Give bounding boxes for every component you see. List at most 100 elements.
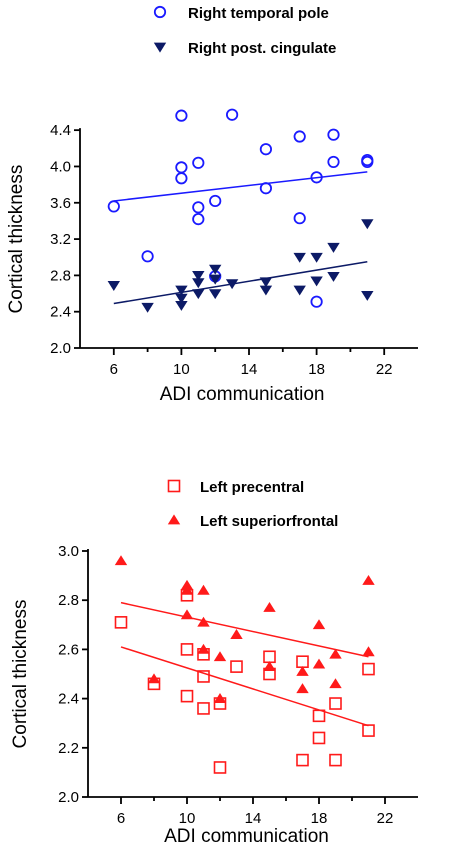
data-point bbox=[327, 155, 340, 169]
y-axis-label: Cortical thickness bbox=[6, 165, 27, 314]
data-point bbox=[114, 555, 128, 566]
legend-marker bbox=[153, 42, 167, 53]
data-point bbox=[327, 271, 340, 282]
data-point bbox=[329, 678, 342, 689]
data-point bbox=[175, 293, 188, 304]
legend-label: Right post. cingulate bbox=[188, 40, 336, 57]
data-point bbox=[209, 289, 222, 300]
series-right-temporal-pole bbox=[107, 108, 374, 308]
data-point bbox=[175, 109, 188, 122]
x-tick-label: 10 bbox=[179, 810, 196, 827]
data-point bbox=[147, 673, 161, 684]
x-tick-label: 14 bbox=[245, 810, 262, 827]
y-tick-label: 2.4 bbox=[50, 304, 71, 321]
data-point bbox=[197, 643, 210, 654]
bottom-panel: 2.0 2.2 2.4 2.6 2.8 3.0 6 10 14 18 22 ADI communica… bbox=[10, 479, 418, 847]
y-tick-label: 2.0 bbox=[58, 789, 79, 806]
y-tick-label: 2.8 bbox=[50, 267, 71, 284]
data-point bbox=[226, 108, 239, 121]
data-point bbox=[259, 182, 272, 195]
data-point bbox=[361, 219, 374, 230]
trend-line-right-temporal-pole bbox=[113, 171, 368, 202]
data-point bbox=[263, 661, 276, 671]
legend-label: Left superiorfrontal bbox=[200, 513, 338, 530]
trend-line-right-post-cingulate bbox=[113, 261, 368, 305]
data-point bbox=[362, 724, 375, 737]
data-point bbox=[192, 213, 205, 226]
y-tick-label: 2.4 bbox=[58, 691, 79, 708]
legend-label: Right temporal pole bbox=[188, 5, 329, 22]
y-tick-label: 3.2 bbox=[50, 231, 71, 248]
legend-entry-left-precentral: Left precentral bbox=[167, 479, 304, 496]
data-point bbox=[362, 662, 375, 676]
x-tick-label: 14 bbox=[241, 361, 258, 378]
data-point bbox=[141, 250, 154, 263]
data-point bbox=[197, 702, 210, 715]
x-tick-label: 22 bbox=[376, 361, 393, 378]
data-point bbox=[329, 648, 342, 659]
data-point bbox=[293, 285, 306, 296]
trend-line-left-precentral bbox=[120, 646, 369, 727]
data-point bbox=[180, 609, 194, 620]
data-point bbox=[362, 646, 375, 657]
x-tick-label: 18 bbox=[311, 810, 328, 827]
x-tick-label: 22 bbox=[377, 810, 394, 827]
data-point bbox=[180, 584, 194, 595]
data-point bbox=[293, 252, 306, 263]
y-tick-label: 2.6 bbox=[58, 641, 79, 658]
data-point bbox=[180, 643, 194, 656]
legend-marker bbox=[167, 479, 181, 493]
data-point bbox=[327, 128, 340, 141]
y-tick-label: 4.0 bbox=[50, 158, 71, 175]
data-point bbox=[209, 274, 222, 285]
legend-marker bbox=[153, 5, 167, 19]
y-tick-label: 2.0 bbox=[50, 340, 71, 357]
y-tick-label: 3.0 bbox=[58, 543, 79, 560]
data-point bbox=[310, 252, 323, 263]
data-point bbox=[310, 276, 323, 287]
legend-marker bbox=[167, 514, 181, 525]
data-point bbox=[310, 171, 323, 184]
data-point bbox=[192, 289, 205, 300]
data-point bbox=[263, 602, 276, 612]
data-point bbox=[213, 761, 227, 774]
legend-entry-right-post-cingulate: Right post. cingulate bbox=[153, 40, 336, 57]
y-tick-label: 4.4 bbox=[50, 122, 71, 139]
x-tick-label: 18 bbox=[308, 361, 325, 378]
data-point bbox=[213, 651, 227, 662]
data-point bbox=[293, 212, 306, 225]
data-point bbox=[197, 670, 210, 683]
data-point bbox=[192, 156, 205, 169]
data-point bbox=[263, 650, 276, 664]
data-point bbox=[259, 143, 272, 156]
data-point bbox=[361, 155, 374, 169]
data-point bbox=[192, 278, 205, 289]
data-point bbox=[230, 629, 243, 639]
x-axis-label: ADI communication bbox=[160, 384, 325, 405]
data-point bbox=[296, 753, 309, 767]
y-tick-label: 3.6 bbox=[50, 195, 71, 212]
data-point bbox=[175, 285, 188, 296]
data-point bbox=[197, 616, 210, 627]
legend-entry-right-temporal-pole: Right temporal pole bbox=[153, 5, 329, 22]
data-point bbox=[361, 291, 374, 301]
data-point bbox=[312, 658, 326, 669]
data-point bbox=[259, 277, 273, 288]
data-point bbox=[312, 731, 326, 745]
data-point bbox=[192, 271, 205, 281]
data-point bbox=[329, 697, 342, 710]
data-point bbox=[175, 161, 188, 174]
series-left-superiorfrontal bbox=[114, 555, 375, 703]
data-point bbox=[296, 655, 309, 669]
data-point bbox=[230, 660, 243, 673]
data-point bbox=[209, 264, 222, 275]
x-tick-label: 10 bbox=[173, 361, 190, 378]
data-point bbox=[293, 130, 306, 143]
data-point bbox=[296, 665, 309, 676]
data-point bbox=[141, 302, 154, 313]
data-point bbox=[175, 172, 188, 185]
data-point bbox=[310, 295, 323, 308]
y-tick-label: 2.2 bbox=[58, 740, 79, 757]
x-axis-label: ADI communication bbox=[164, 826, 329, 847]
